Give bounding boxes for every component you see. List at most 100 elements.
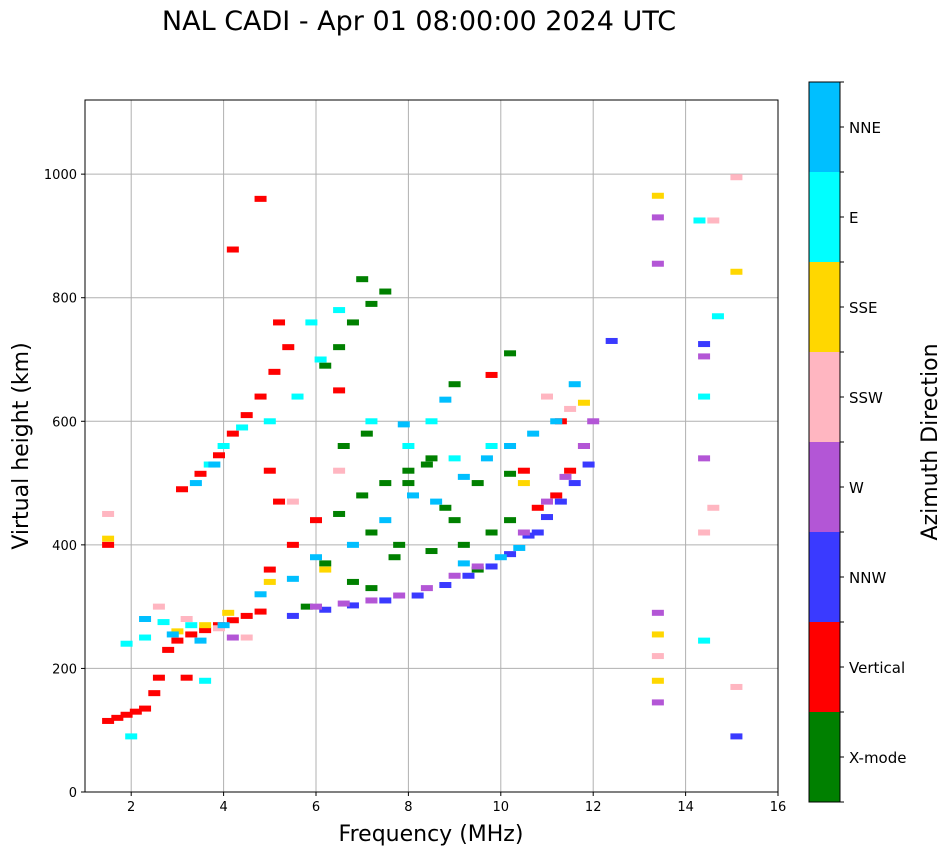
data-point (471, 566, 484, 573)
data-point (212, 452, 225, 459)
data-point (448, 381, 461, 388)
series-sse (102, 192, 743, 684)
data-point (176, 486, 189, 493)
data-point (282, 344, 295, 351)
data-point (550, 492, 563, 499)
y-tick-label: 0 (69, 786, 77, 801)
data-point (439, 396, 452, 403)
data-point (333, 510, 346, 517)
data-point (365, 585, 378, 592)
data-point (365, 300, 378, 307)
data-point (333, 387, 346, 394)
series-nnw (286, 337, 743, 740)
data-point (185, 622, 198, 629)
data-point (485, 371, 498, 378)
data-point (286, 541, 299, 548)
x-tick-label: 10 (493, 800, 510, 815)
data-point (448, 517, 461, 524)
data-point (226, 246, 239, 253)
y-tick-label: 800 (52, 292, 77, 307)
data-point (393, 541, 406, 548)
data-point (425, 548, 438, 555)
data-point (286, 575, 299, 582)
data-point (139, 616, 152, 622)
data-point (448, 572, 461, 579)
data-point (439, 504, 452, 511)
data-point (199, 622, 212, 629)
y-axis-ticks: 0 200 400 600 800 1000 (44, 168, 85, 801)
data-point (651, 677, 664, 684)
data-point (319, 362, 332, 369)
data-point (504, 443, 517, 449)
data-point (439, 582, 452, 589)
colorbar-label-item: NNW (849, 569, 886, 587)
data-point (273, 498, 286, 505)
series-e (120, 217, 724, 740)
data-point (291, 393, 304, 400)
chart-title: NAL CADI - Apr 01 08:00:00 2024 UTC (161, 6, 677, 37)
data-point (577, 443, 590, 449)
data-point (102, 535, 115, 542)
data-points (102, 174, 743, 740)
data-point (226, 617, 239, 624)
colorbar-segment (809, 712, 840, 802)
data-point (730, 733, 743, 740)
data-point (531, 504, 544, 511)
data-point (504, 517, 517, 524)
x-axis-ticks: 2 4 6 8 10 12 14 16 (127, 792, 786, 815)
data-point (360, 430, 373, 437)
colorbar-label-item: NNE (849, 119, 881, 137)
data-point (605, 337, 618, 344)
data-point (286, 612, 299, 619)
colorbar-segment (809, 442, 840, 532)
data-point (698, 393, 711, 400)
data-point (102, 717, 115, 724)
data-point (448, 455, 461, 462)
colorbar-label-item: Vertical (849, 659, 905, 677)
data-point (582, 461, 595, 468)
data-point (651, 214, 664, 221)
colorbar-segment (809, 82, 840, 172)
data-point (120, 711, 133, 718)
data-point (711, 313, 724, 320)
data-point (504, 551, 517, 558)
data-point (485, 443, 498, 449)
data-point (240, 412, 253, 419)
data-point (407, 492, 420, 499)
data-point (226, 430, 239, 437)
data-point (494, 554, 507, 561)
data-point (707, 504, 720, 511)
data-point (102, 541, 115, 548)
data-point (379, 597, 392, 604)
data-point (356, 276, 369, 283)
data-point (286, 498, 299, 505)
data-point (111, 714, 124, 721)
data-point (310, 554, 322, 561)
data-point (254, 608, 267, 615)
data-point (263, 566, 276, 573)
colorbar-frame (808, 81, 841, 803)
data-point (397, 421, 410, 428)
series-x-mode (300, 276, 517, 610)
data-point (651, 699, 664, 706)
data-point (425, 455, 438, 462)
data-point (314, 356, 327, 363)
data-point (310, 517, 322, 524)
data-point (730, 683, 743, 690)
data-point (457, 541, 470, 548)
data-point (240, 634, 253, 641)
data-point (217, 443, 230, 449)
data-point (263, 418, 276, 425)
data-point (337, 600, 350, 607)
colorbar-segment (809, 532, 840, 622)
data-point (346, 578, 359, 585)
data-point (240, 612, 253, 619)
data-point (102, 510, 115, 517)
data-point (319, 566, 332, 573)
data-point (402, 443, 415, 449)
data-point (564, 467, 577, 474)
data-point (651, 609, 664, 616)
data-point (517, 529, 530, 536)
data-point (254, 591, 267, 598)
